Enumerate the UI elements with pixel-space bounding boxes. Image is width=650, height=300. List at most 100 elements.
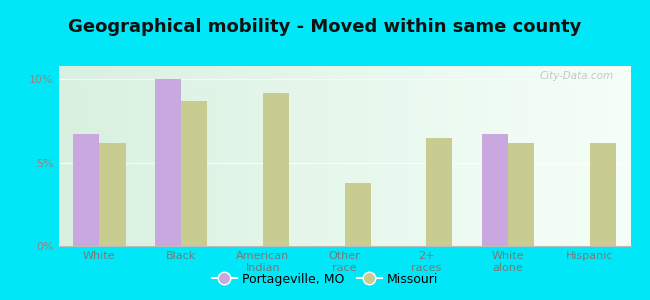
Bar <box>99 143 125 246</box>
Bar <box>339 66 345 246</box>
Bar <box>263 93 289 246</box>
Bar <box>230 66 236 246</box>
Bar <box>625 66 630 246</box>
Bar <box>430 66 436 246</box>
Bar <box>281 66 287 246</box>
Bar <box>316 66 322 246</box>
Bar <box>453 66 459 246</box>
Bar <box>482 66 488 246</box>
Bar <box>58 66 64 246</box>
Bar <box>390 66 396 246</box>
Bar <box>447 66 453 246</box>
Bar <box>70 66 75 246</box>
Bar <box>265 66 270 246</box>
Bar <box>471 66 476 246</box>
Bar <box>508 143 534 246</box>
Text: City-Data.com: City-Data.com <box>540 71 614 81</box>
Bar <box>551 66 556 246</box>
Bar <box>99 143 125 246</box>
Bar <box>287 66 293 246</box>
Bar <box>293 66 299 246</box>
Bar <box>155 79 181 246</box>
Bar <box>116 66 122 246</box>
Bar <box>185 66 190 246</box>
Bar <box>442 66 447 246</box>
Bar <box>190 66 196 246</box>
Bar <box>344 66 350 246</box>
Bar <box>539 66 545 246</box>
Bar <box>567 66 573 246</box>
Bar <box>361 66 367 246</box>
Bar <box>402 66 408 246</box>
Bar <box>263 93 289 246</box>
Bar <box>181 101 207 246</box>
Bar <box>379 66 385 246</box>
Bar <box>499 66 504 246</box>
Bar <box>173 66 179 246</box>
Bar <box>476 66 482 246</box>
Bar <box>590 66 596 246</box>
Bar <box>73 134 99 246</box>
Bar <box>488 66 493 246</box>
Bar <box>155 79 181 246</box>
Bar <box>516 66 522 246</box>
Bar <box>196 66 202 246</box>
Bar <box>459 66 465 246</box>
Bar <box>236 66 242 246</box>
Bar <box>75 66 81 246</box>
Bar <box>619 66 625 246</box>
Bar <box>93 66 99 246</box>
Bar <box>81 66 87 246</box>
Bar <box>213 66 218 246</box>
Bar <box>328 66 333 246</box>
Bar <box>161 66 167 246</box>
Bar <box>562 66 567 246</box>
Bar <box>344 183 370 246</box>
Bar <box>299 66 304 246</box>
Bar <box>104 66 110 246</box>
Bar <box>207 66 213 246</box>
Bar <box>579 66 585 246</box>
Bar <box>590 143 616 246</box>
Bar <box>242 66 247 246</box>
Legend: Portageville, MO, Missouri: Portageville, MO, Missouri <box>207 268 443 291</box>
Bar <box>276 66 281 246</box>
Bar <box>522 66 528 246</box>
Bar <box>408 66 413 246</box>
Bar <box>482 134 508 246</box>
Bar <box>156 66 161 246</box>
Bar <box>465 66 471 246</box>
Bar <box>270 66 276 246</box>
Bar <box>150 66 156 246</box>
Bar <box>122 66 127 246</box>
Text: Geographical mobility - Moved within same county: Geographical mobility - Moved within sam… <box>68 18 582 36</box>
Bar <box>310 66 316 246</box>
Bar <box>259 66 265 246</box>
Bar <box>138 66 144 246</box>
Bar <box>350 66 356 246</box>
Bar <box>87 66 93 246</box>
Bar <box>373 66 379 246</box>
Bar <box>133 66 138 246</box>
Bar <box>344 183 370 246</box>
Bar <box>322 66 328 246</box>
Bar <box>596 66 602 246</box>
Bar <box>493 66 499 246</box>
Bar <box>510 66 516 246</box>
Bar <box>528 66 533 246</box>
Bar <box>144 66 150 246</box>
Bar <box>413 66 419 246</box>
Bar <box>333 66 339 246</box>
Bar <box>110 66 116 246</box>
Bar <box>436 66 442 246</box>
Bar <box>218 66 224 246</box>
Bar <box>602 66 608 246</box>
Bar <box>424 66 430 246</box>
Bar <box>585 66 590 246</box>
Bar <box>247 66 253 246</box>
Bar <box>508 143 534 246</box>
Bar <box>167 66 173 246</box>
Bar <box>545 66 551 246</box>
Bar <box>253 66 259 246</box>
Bar <box>367 66 373 246</box>
